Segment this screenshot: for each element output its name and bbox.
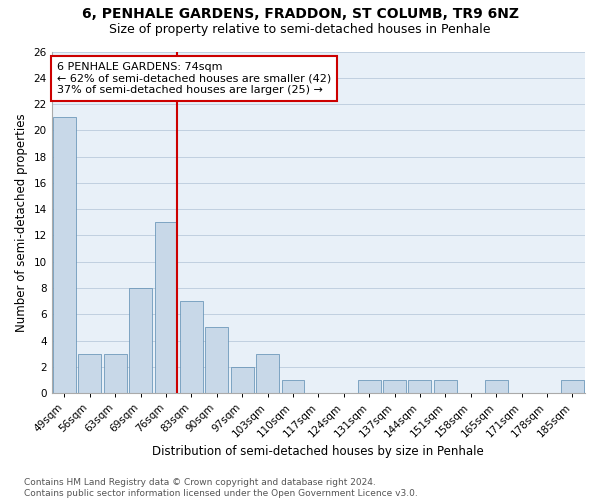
Text: Contains HM Land Registry data © Crown copyright and database right 2024.
Contai: Contains HM Land Registry data © Crown c… <box>24 478 418 498</box>
Bar <box>231 367 254 393</box>
Text: 6, PENHALE GARDENS, FRADDON, ST COLUMB, TR9 6NZ: 6, PENHALE GARDENS, FRADDON, ST COLUMB, … <box>82 8 518 22</box>
Bar <box>561 380 584 393</box>
Bar <box>358 380 380 393</box>
Text: 6 PENHALE GARDENS: 74sqm
← 62% of semi-detached houses are smaller (42)
37% of s: 6 PENHALE GARDENS: 74sqm ← 62% of semi-d… <box>57 62 331 95</box>
Bar <box>409 380 431 393</box>
Bar <box>205 328 228 393</box>
Bar <box>129 288 152 393</box>
Y-axis label: Number of semi-detached properties: Number of semi-detached properties <box>15 113 28 332</box>
Bar <box>180 301 203 393</box>
Bar <box>485 380 508 393</box>
Bar <box>383 380 406 393</box>
Bar <box>256 354 279 393</box>
X-axis label: Distribution of semi-detached houses by size in Penhale: Distribution of semi-detached houses by … <box>152 444 484 458</box>
Bar <box>53 117 76 393</box>
Bar <box>155 222 178 393</box>
Bar <box>281 380 304 393</box>
Bar <box>434 380 457 393</box>
Text: Size of property relative to semi-detached houses in Penhale: Size of property relative to semi-detach… <box>109 22 491 36</box>
Bar <box>104 354 127 393</box>
Bar <box>79 354 101 393</box>
